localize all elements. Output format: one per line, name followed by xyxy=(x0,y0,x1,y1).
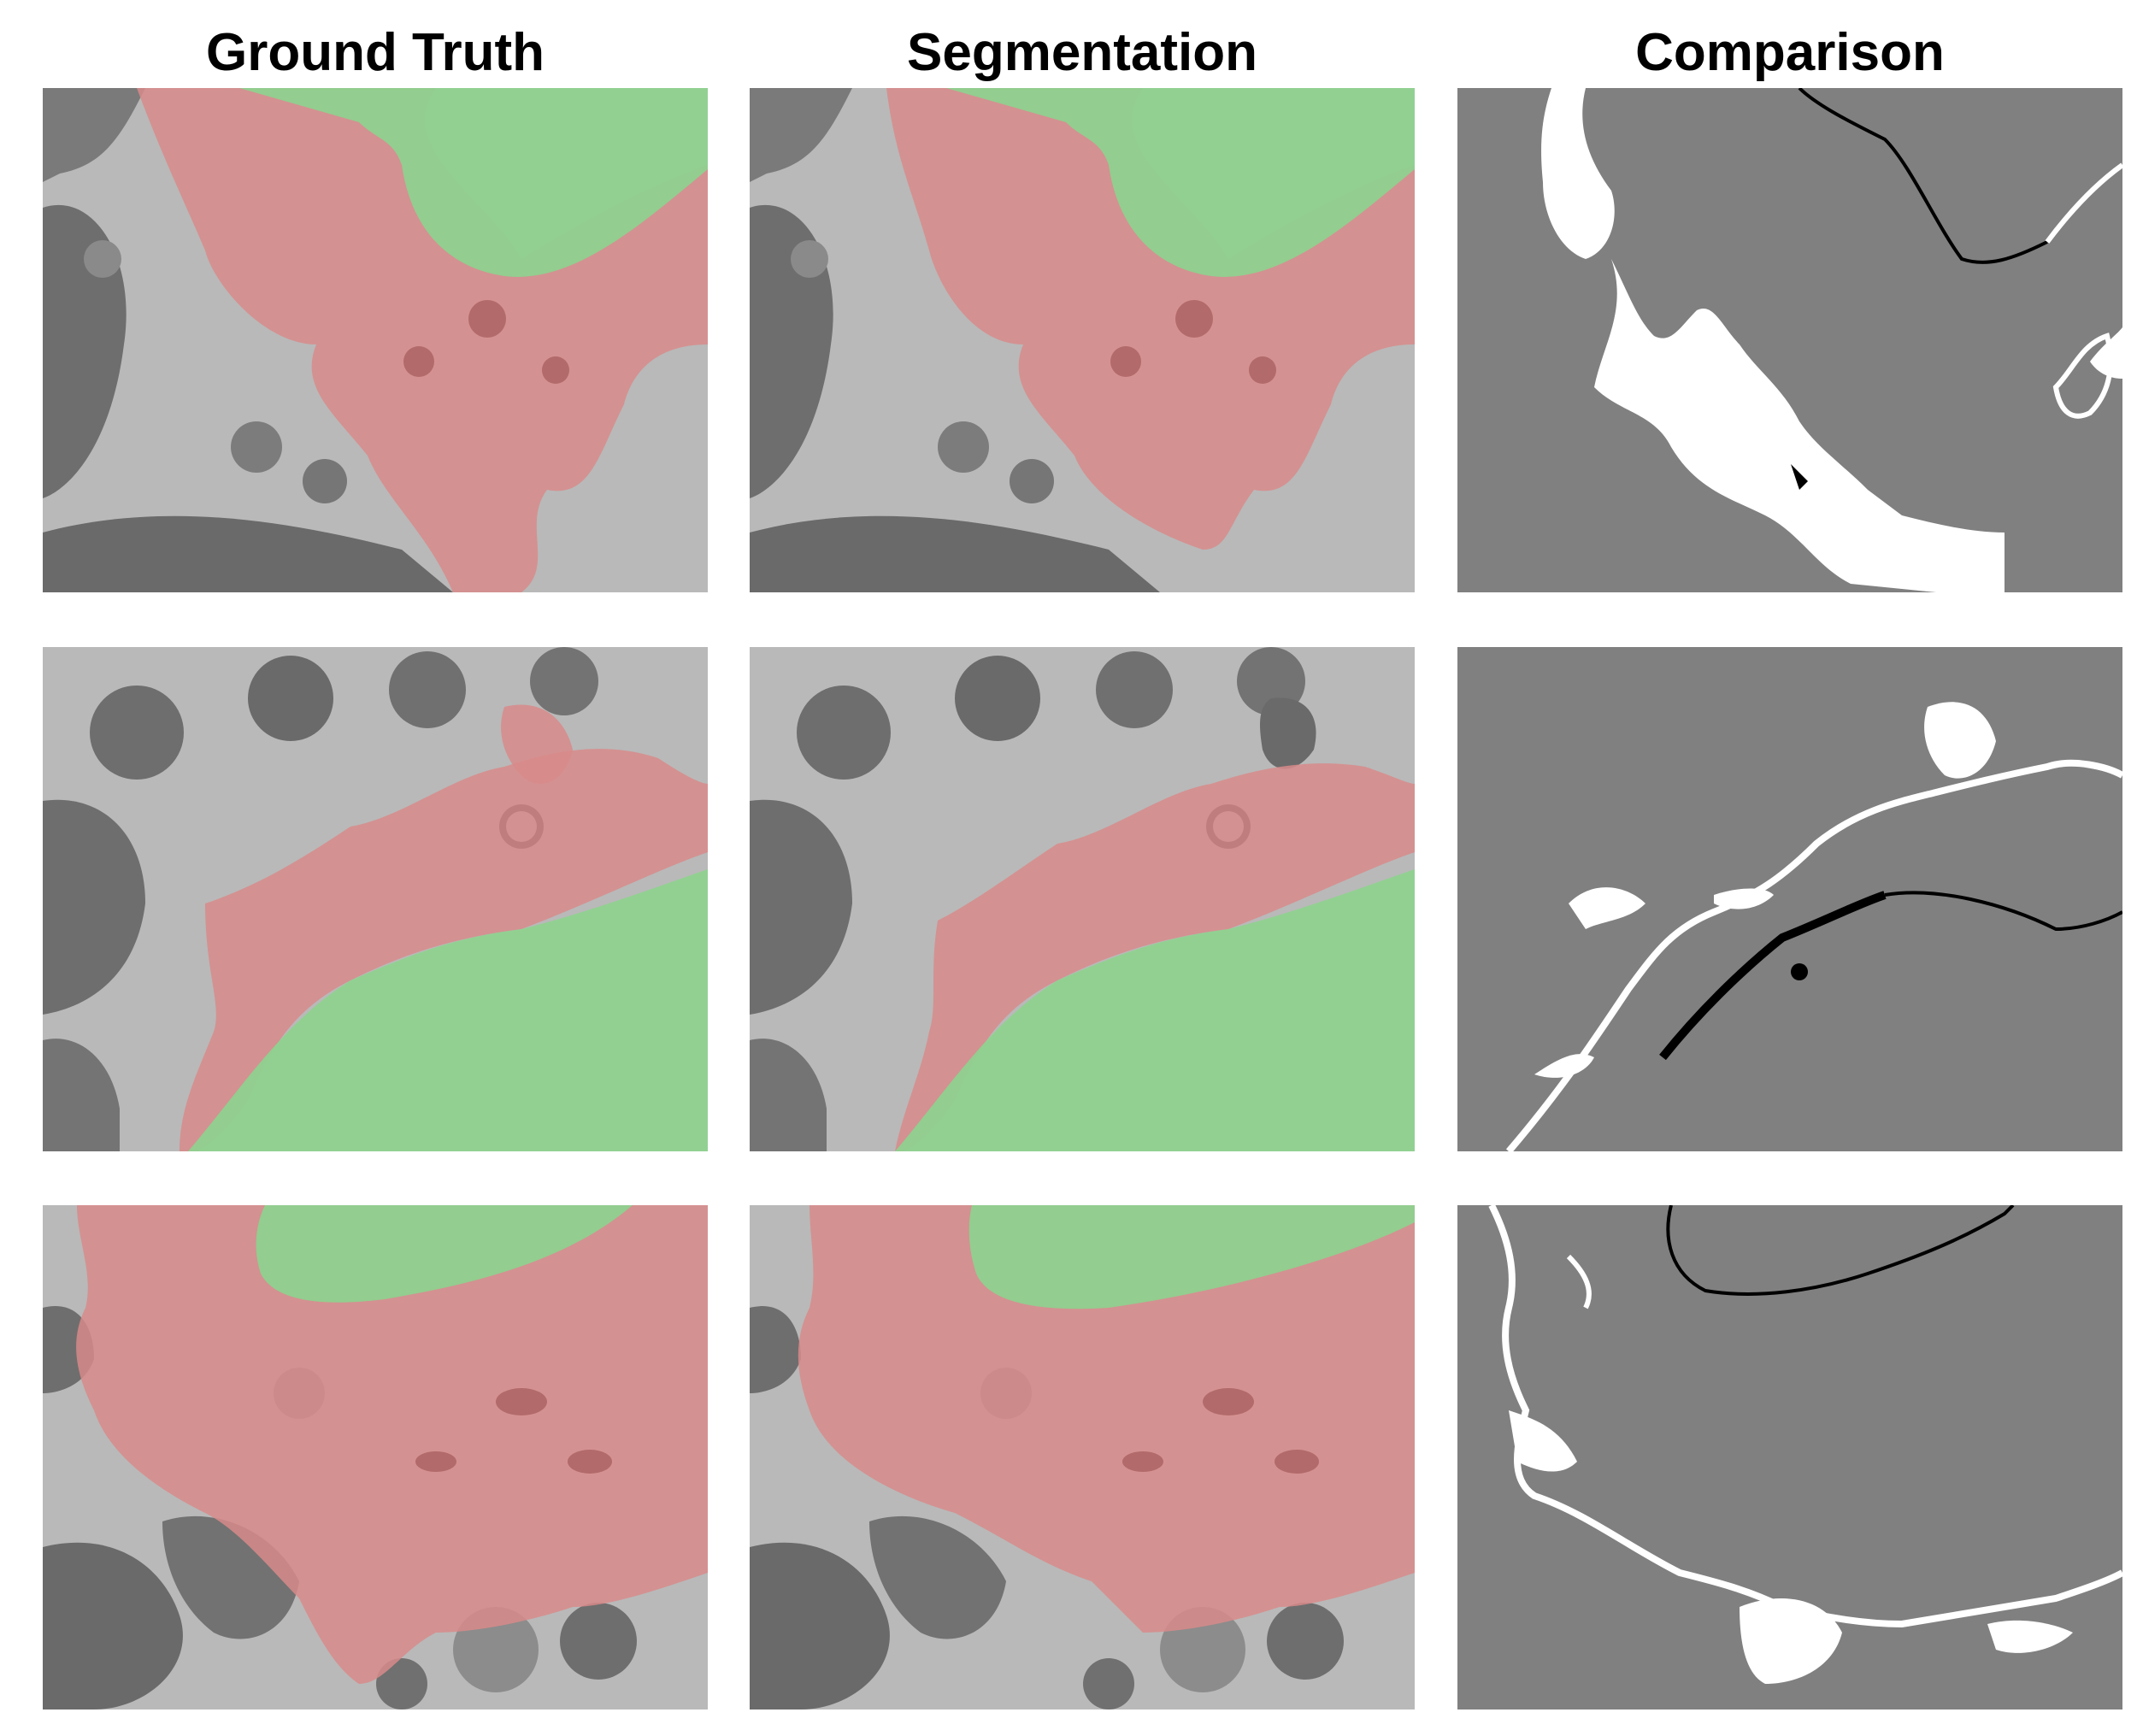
ground-truth-panel-1 xyxy=(43,88,708,592)
column-title-comparison: Comparison xyxy=(1635,23,1945,82)
segmentation-panel-3 xyxy=(750,1205,1415,1710)
column-title-ground-truth: Ground Truth xyxy=(205,23,545,82)
segmentation-panel-2 xyxy=(750,647,1415,1151)
comparison-panel-1 xyxy=(1457,88,2122,592)
ground-truth-panel-2 xyxy=(43,647,708,1151)
segmentation-panel-1 xyxy=(750,88,1415,592)
comparison-panel-3 xyxy=(1457,1205,2122,1710)
comparison-panel-2 xyxy=(1457,647,2122,1151)
ground-truth-panel-3 xyxy=(43,1205,708,1710)
column-title-segmentation: Segmentation xyxy=(907,23,1257,82)
